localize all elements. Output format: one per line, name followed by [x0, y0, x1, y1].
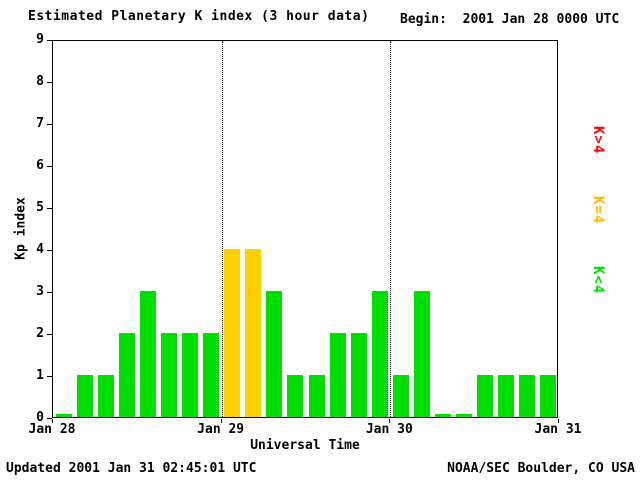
updated-timestamp: Updated 2001 Jan 31 02:45:01 UTC	[6, 461, 257, 476]
kp-bar	[118, 333, 135, 417]
y-tick-mark	[47, 418, 52, 419]
kp-bar	[139, 291, 156, 417]
kp-bar	[287, 375, 304, 417]
kp-bar	[498, 375, 515, 417]
y-tick-label: 0	[36, 410, 44, 425]
legend-item-K4: K>4	[590, 126, 606, 155]
y-tick-mark	[47, 334, 52, 335]
y-tick-label: 5	[36, 200, 44, 215]
y-tick-mark	[47, 250, 52, 251]
kp-bar	[329, 333, 346, 417]
kp-bar	[97, 375, 114, 417]
x-tick-mark	[389, 419, 391, 423]
y-tick-label: 9	[36, 32, 44, 47]
kp-bar	[308, 375, 325, 417]
y-tick-label: 4	[36, 242, 44, 257]
legend-item-K4: K=4	[590, 196, 606, 225]
y-tick-mark	[47, 124, 52, 125]
x-tick-mark	[220, 419, 222, 423]
kp-bar	[76, 375, 93, 417]
y-tick-mark	[47, 166, 52, 167]
legend-item-K4: K<4	[590, 266, 606, 295]
kp-bar	[413, 291, 430, 417]
y-tick-label: 1	[36, 368, 44, 383]
plot-area	[52, 40, 558, 418]
x-tick-label: Jan 28	[28, 422, 76, 437]
y-tick-mark	[47, 40, 52, 41]
y-tick-mark	[47, 292, 52, 293]
y-tick-label: 2	[36, 326, 44, 341]
kp-bar	[245, 249, 262, 417]
y-tick-label: 8	[36, 74, 44, 89]
x-axis-title: Universal Time	[250, 438, 360, 453]
day-boundary-gridline	[390, 41, 392, 417]
kp-bar	[266, 291, 283, 417]
kp-bar	[435, 414, 452, 417]
day-boundary-gridline	[221, 41, 223, 417]
y-tick-label: 6	[36, 158, 44, 173]
source-credit: NOAA/SEC Boulder, CO USA	[447, 461, 635, 476]
y-tick-label: 7	[36, 116, 44, 131]
kp-bar	[392, 375, 409, 417]
kp-bar	[182, 333, 199, 417]
x-tick-mark	[558, 419, 559, 423]
chart-title: Estimated Planetary K index (3 hour data…	[28, 9, 370, 24]
x-tick-label: Jan 30	[365, 422, 413, 437]
kp-bar	[540, 375, 557, 417]
begin-value: 2001 Jan 28 0000 UTC	[462, 12, 620, 27]
kp-bar	[55, 414, 72, 417]
x-tick-label: Jan 29	[197, 422, 245, 437]
x-tick-mark	[52, 419, 53, 423]
kp-bar	[203, 333, 220, 417]
kp-bar	[371, 291, 388, 417]
kp-bar	[519, 375, 536, 417]
kp-bar	[477, 375, 494, 417]
y-tick-label: 3	[36, 284, 44, 299]
y-tick-mark	[47, 208, 52, 209]
x-tick-label: Jan 31	[534, 422, 582, 437]
kp-bar	[350, 333, 367, 417]
y-tick-mark	[47, 376, 52, 377]
begin-label: Begin:	[400, 12, 447, 27]
begin-timestamp: Begin: 2001 Jan 28 0000 UTC	[400, 12, 619, 27]
kp-bar	[224, 249, 241, 417]
kp-bar	[456, 414, 473, 417]
kp-bar	[160, 333, 177, 417]
y-tick-mark	[47, 82, 52, 83]
